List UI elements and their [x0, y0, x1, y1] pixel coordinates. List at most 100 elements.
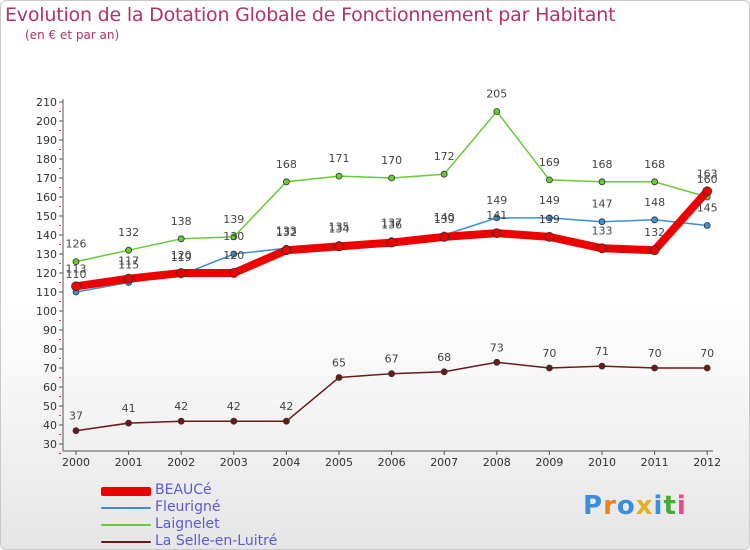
y-tick-label: 190 — [36, 134, 57, 147]
data-point-0 — [544, 231, 555, 242]
legend-swatch — [101, 541, 151, 543]
logo-letter: t — [663, 491, 677, 521]
data-label-0: 141 — [486, 209, 507, 222]
data-point-3 — [703, 364, 711, 372]
data-label-0: 120 — [223, 249, 244, 262]
y-tick-label: 120 — [36, 267, 57, 280]
data-label-3: 70 — [648, 347, 662, 360]
data-point-1 — [493, 214, 501, 222]
y-tick-label: 160 — [36, 191, 57, 204]
data-point-1 — [230, 250, 238, 258]
data-label-1: 145 — [697, 202, 718, 215]
data-label-0: 139 — [539, 213, 560, 226]
data-point-2 — [177, 235, 185, 243]
data-label-1: 147 — [592, 198, 613, 211]
x-tick-label: 2004 — [272, 456, 300, 469]
data-point-0 — [491, 228, 502, 239]
data-label-2: 168 — [276, 158, 297, 171]
y-tick-label: 40 — [43, 419, 57, 432]
chart-subtitle: (en € et par an) — [25, 28, 120, 42]
y-tick-label: 30 — [43, 438, 57, 451]
data-point-2 — [651, 178, 658, 186]
x-tick-label: 2001 — [115, 456, 143, 469]
y-tick-label: 140 — [36, 229, 57, 242]
data-label-1: 148 — [644, 196, 665, 209]
data-label-1: 149 — [539, 194, 560, 207]
data-label-3: 65 — [332, 357, 346, 370]
data-point-2 — [388, 174, 396, 182]
y-tick-label: 210 — [36, 96, 57, 109]
data-label-3: 41 — [122, 402, 136, 415]
data-point-2 — [72, 258, 80, 266]
data-point-2 — [230, 233, 238, 241]
x-tick-label: 2000 — [62, 456, 90, 469]
data-point-0 — [334, 241, 344, 252]
y-tick-label: 130 — [36, 248, 57, 261]
data-label-1: 115 — [118, 259, 139, 272]
data-label-3: 67 — [385, 353, 399, 366]
data-point-0 — [649, 245, 660, 256]
data-point-3 — [546, 364, 553, 372]
data-point-3 — [651, 364, 658, 372]
y-tick-label: 170 — [36, 172, 57, 185]
data-label-2: 139 — [223, 213, 244, 226]
x-tick-label: 2012 — [693, 456, 721, 469]
x-tick-label: 2011 — [641, 456, 669, 469]
data-point-0 — [386, 237, 397, 248]
data-label-0: 132 — [644, 226, 665, 239]
legend-label: BEAUCé — [155, 482, 212, 498]
data-point-0 — [597, 243, 607, 254]
data-point-3 — [282, 417, 290, 425]
data-label-1: 140 — [434, 211, 455, 224]
x-tick-label: 2008 — [483, 456, 511, 469]
data-label-2: 169 — [539, 156, 560, 169]
legend-label: La Selle-en-Luitré — [155, 533, 278, 549]
y-tick-label: 180 — [36, 153, 57, 166]
logo-letter: P — [583, 491, 604, 521]
data-label-3: 70 — [542, 347, 556, 360]
chart-title: Evolution de la Dotation Globale de Fonc… — [5, 4, 616, 26]
proxiti-logo: Proxiti — [583, 491, 687, 521]
data-label-0: 136 — [381, 219, 402, 232]
data-label-3: 37 — [69, 410, 83, 423]
data-point-0 — [439, 231, 450, 242]
data-label-0: 139 — [434, 213, 455, 226]
x-tick-label: 2006 — [378, 456, 406, 469]
data-label-0: 117 — [118, 255, 139, 268]
data-point-1 — [651, 216, 658, 224]
data-point-1 — [598, 218, 606, 226]
y-tick-label: 60 — [43, 381, 57, 394]
logo-letter: r — [603, 491, 617, 521]
y-tick-label: 110 — [36, 286, 57, 299]
y-tick-label: 80 — [43, 343, 57, 356]
data-point-2 — [546, 176, 553, 184]
data-label-3: 70 — [700, 347, 714, 360]
data-label-0: 133 — [592, 224, 613, 237]
legend-label: Fleurigné — [155, 499, 221, 515]
data-label-0: 163 — [697, 167, 718, 180]
legend-label: Laignelet — [155, 516, 220, 532]
x-tick-label: 2007 — [430, 456, 458, 469]
data-point-3 — [230, 417, 238, 425]
data-label-1: 149 — [486, 194, 507, 207]
data-label-1: 119 — [171, 251, 192, 264]
y-tick-label: 50 — [43, 400, 57, 413]
logo-letter: x — [635, 491, 654, 521]
data-label-3: 42 — [174, 400, 188, 413]
legend-swatch — [101, 524, 151, 526]
data-label-2: 172 — [434, 150, 455, 163]
data-point-2 — [440, 170, 448, 178]
data-point-2 — [598, 178, 606, 186]
data-label-3: 42 — [227, 400, 241, 413]
data-point-3 — [72, 427, 80, 435]
data-point-0 — [702, 186, 713, 197]
data-label-1: 137 — [381, 217, 402, 230]
x-tick-label: 2005 — [325, 456, 353, 469]
data-point-1 — [703, 222, 711, 229]
data-label-2: 160 — [697, 173, 718, 186]
y-tick-label: 200 — [36, 115, 57, 128]
data-point-3 — [125, 419, 132, 427]
data-point-1 — [546, 214, 553, 222]
